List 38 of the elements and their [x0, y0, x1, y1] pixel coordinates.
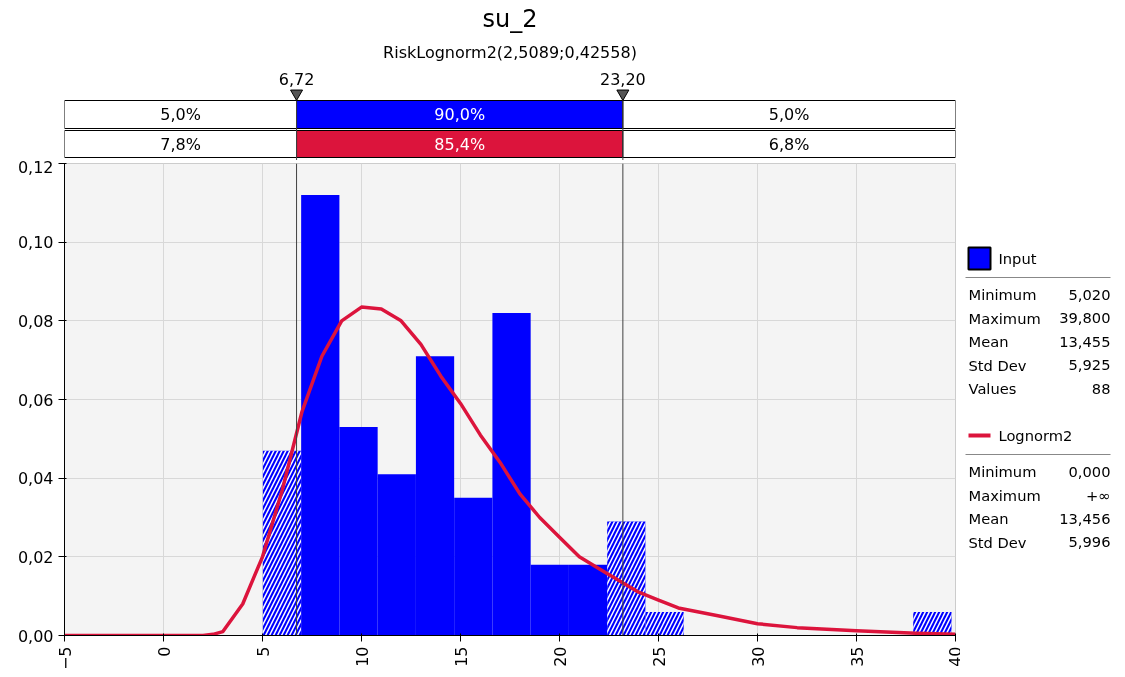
text: Mean 13,456 [968, 509, 1111, 527]
y-tick-label: 0,10 [17, 233, 54, 253]
text: Maximum +∞ [968, 486, 1111, 504]
text: Mean 13,455 [968, 332, 1111, 350]
text: 85,4% [434, 134, 486, 154]
text: 6,8% [768, 134, 810, 154]
chart-subtitle: RiskLognorm2(2,5089;0,42558) [383, 43, 637, 62]
y-tick-label: 0,00 [17, 626, 54, 646]
text: Maximum 39,800 [968, 309, 1111, 327]
x-tick-label: 35 [847, 646, 867, 667]
text: 5,0% [160, 105, 201, 124]
y-tick-label: 0,12 [17, 157, 54, 177]
y-tick-label: 0,04 [17, 469, 54, 489]
text: Values 88 [968, 379, 1111, 397]
x-tick-label: 40 [945, 646, 965, 667]
x-tick-label: 20 [550, 646, 570, 667]
y-tick-label: 0,02 [17, 547, 54, 567]
text: Std Dev 5,925 [968, 356, 1111, 374]
x-tick-label: 30 [748, 646, 768, 667]
x-tick-label: −5 [55, 646, 75, 671]
legend-label: Lognorm2 [998, 427, 1073, 444]
legend-label: Input [998, 250, 1037, 267]
y-tick-label: 0,08 [17, 311, 54, 331]
chart-title: su_2 [482, 4, 538, 33]
text: 7,8% [160, 134, 201, 154]
text: Minimum 5,020 [968, 285, 1111, 303]
x-tick-label: 5 [253, 646, 273, 657]
x-tick-label: 15 [451, 646, 471, 667]
ref-line-label: 23,20 [599, 69, 646, 89]
y-tick-label: 0,06 [17, 390, 54, 410]
text: 5,0% [768, 105, 810, 124]
x-tick-label: 0 [154, 646, 174, 657]
text: Minimum 0,000 [968, 462, 1111, 480]
x-tick-label: 25 [649, 646, 669, 667]
text: 90,0% [434, 105, 486, 124]
x-tick-label: 10 [352, 646, 372, 667]
text: Std Dev 5,996 [968, 533, 1111, 551]
ref-line-label: 6,72 [278, 69, 315, 89]
